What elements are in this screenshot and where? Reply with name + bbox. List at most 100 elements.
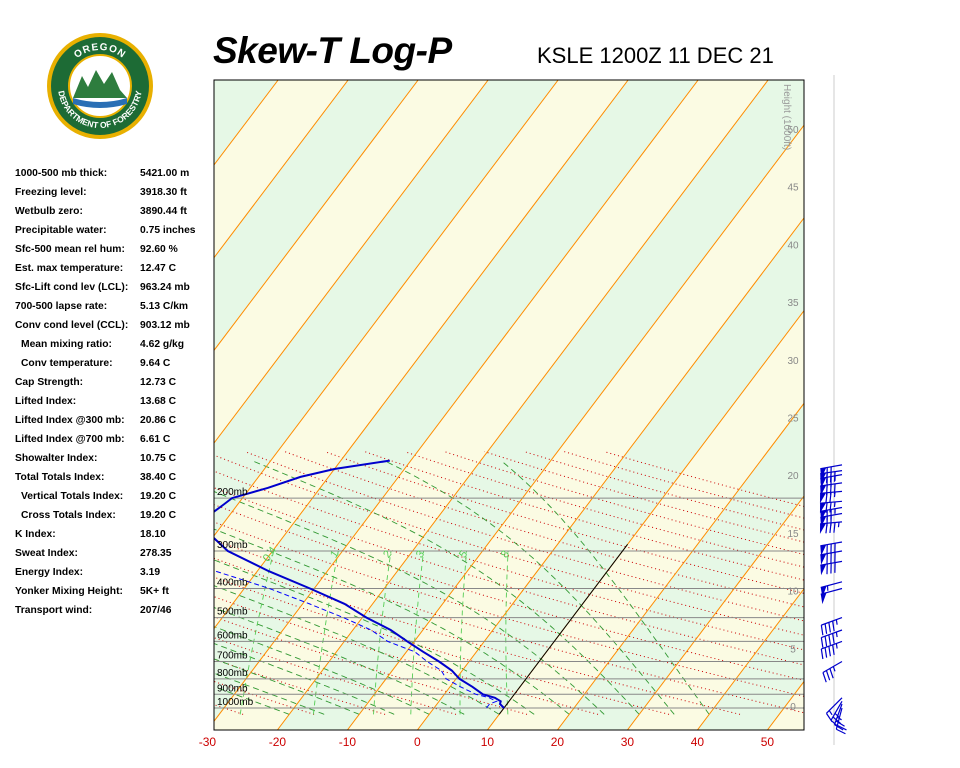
wind-barb-flag <box>834 543 836 554</box>
height-axis-title: Height (1000ft) <box>781 84 792 150</box>
wind-barb-flag <box>832 620 835 632</box>
wind-barb-flag <box>834 724 844 731</box>
isotherm-line <box>626 495 804 730</box>
isotherm-line <box>214 80 699 723</box>
temperature-tick-label: 0 <box>414 735 421 749</box>
index-row: Vertical Totals Index: 19.20 C <box>15 491 215 510</box>
wind-barb-flag <box>826 544 828 555</box>
pressure-label: 500mb <box>217 607 248 618</box>
index-value: 20.86 C <box>140 415 177 426</box>
height-label: 20 <box>787 471 799 482</box>
dewpoint-profile <box>214 569 498 709</box>
index-value: 38.40 C <box>140 472 177 483</box>
wind-barb <box>820 464 843 479</box>
index-label: Cap Strength: <box>15 377 84 388</box>
wind-barb-flag <box>825 502 828 513</box>
index-value: 963.24 mb <box>140 282 190 293</box>
pressure-labels: 1000mb 900mb 800mb 700mb 600mb 500mb 400mb 300m… <box>217 487 254 708</box>
wind-barb-half-flag <box>837 522 840 528</box>
wind-barb-flag <box>825 713 833 723</box>
wind-barb-flag <box>833 522 836 533</box>
wind-barb-half-flag <box>828 710 833 716</box>
wind-barb-half-flag <box>835 631 838 638</box>
pressure-label: 600mb <box>217 630 248 641</box>
wind-barb-flag <box>820 637 824 648</box>
index-row: Lifted Index: 13.68 C <box>15 396 215 415</box>
wind-barb <box>820 640 843 660</box>
index-label: Lifted Index: <box>15 396 77 407</box>
mixing-ratio-line <box>505 550 509 715</box>
stability-indices-panel: 1000-500 mb thick: 5421.00 m Freezing leve… <box>15 168 215 624</box>
index-value: 18.10 <box>140 529 166 540</box>
wind-barb-flag <box>833 471 836 482</box>
index-value: 207/46 <box>140 605 172 616</box>
wind-barb <box>825 697 843 723</box>
index-label: Lifted Index @700 mb: <box>15 434 125 445</box>
index-row: Cross Totals Index: 19.20 C <box>15 510 215 529</box>
index-row: Lifted Index @700 mb: 6.61 C <box>15 434 215 453</box>
index-row: Showalter Index: 10.75 C <box>15 453 215 472</box>
wind-barb-pennant <box>820 544 827 556</box>
mixing-ratio-label: 8 <box>499 548 512 560</box>
pressure-label: 800mb <box>217 668 248 679</box>
plot-frame <box>213 79 805 731</box>
background-band <box>277 80 804 730</box>
wind-barb-flag <box>832 644 835 655</box>
height-label: 45 <box>787 183 799 194</box>
wind-barb-flag <box>826 553 828 564</box>
pressure-label: 300mb <box>217 540 248 551</box>
wind-barb-half-flag <box>835 643 838 649</box>
temperature-profile <box>214 459 505 709</box>
index-row: K Index: 18.10 <box>15 529 215 548</box>
parcel-path <box>498 543 629 715</box>
index-row: Conv temperature: 9.64 C <box>15 358 215 377</box>
index-value: 13.68 C <box>140 396 177 407</box>
temperature-tick-label: 20 <box>551 735 565 749</box>
index-label: Vertical Totals Index: <box>21 491 124 502</box>
index-label: Cross Totals Index: <box>21 510 116 521</box>
index-row: Energy Index: 3.19 <box>15 567 215 586</box>
height-label: 5 <box>790 644 796 655</box>
wind-barb-pennant <box>820 485 827 497</box>
index-row: Sweat Index: 278.35 <box>15 548 215 567</box>
wind-barb-flag <box>824 647 828 658</box>
pressure-label: 200mb <box>217 487 248 498</box>
index-value: 92.60 % <box>140 244 178 255</box>
wind-barb-flag <box>834 552 836 563</box>
index-label: Showalter Index: <box>15 453 98 464</box>
wind-barb-flag <box>833 483 836 495</box>
index-label: Sfc-500 mean rel hum: <box>15 244 125 255</box>
isotherm-line <box>214 80 489 444</box>
wind-barbs <box>819 464 847 735</box>
dry-adiabat-line <box>214 616 528 715</box>
index-label: Energy Index: <box>15 567 84 578</box>
index-value: 10.75 C <box>140 453 177 464</box>
wind-barb-flag <box>824 623 828 634</box>
dewpoint-line <box>214 569 498 709</box>
temperature-tick-label: 30 <box>621 735 635 749</box>
isotherm-line <box>214 80 629 630</box>
index-value: 5K+ ft <box>140 586 169 597</box>
dry-adiabat-line <box>214 539 804 714</box>
mixing-ratio-label: 3 <box>414 548 427 560</box>
height-label: 25 <box>787 414 799 425</box>
index-value: 903.12 mb <box>140 320 190 331</box>
temperature-tick-label: -20 <box>269 735 287 749</box>
temperature-line <box>214 459 505 709</box>
index-row: Cap Strength: 12.73 C <box>15 377 215 396</box>
isotherm-line <box>556 402 804 730</box>
wind-barb-pennant <box>820 467 827 479</box>
mixing-ratio-line <box>459 550 468 715</box>
index-label: Yonker Mixing Height: <box>15 586 123 597</box>
index-value: 19.20 C <box>140 491 177 502</box>
index-row: Yonker Mixing Height: 5K+ ft <box>15 586 215 605</box>
index-label: Mean mixing ratio: <box>21 339 112 350</box>
index-value: 3.19 <box>140 567 161 578</box>
index-label: Conv temperature: <box>21 358 113 369</box>
wind-barb-half-flag <box>826 585 829 591</box>
index-value: 3890.44 ft <box>140 206 187 217</box>
wind-barb-flag <box>830 552 832 564</box>
wind-barb-flag <box>829 502 832 513</box>
height-label: 40 <box>787 240 799 251</box>
index-value: 12.47 C <box>140 263 177 274</box>
